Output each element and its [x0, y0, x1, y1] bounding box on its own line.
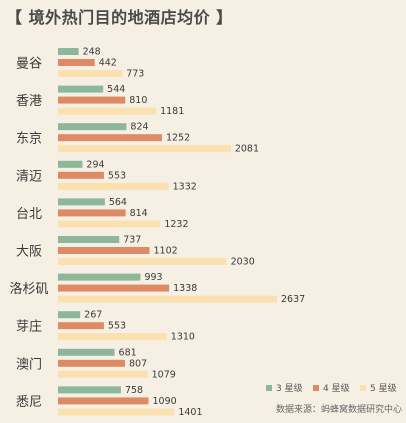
legend-label: 5 星级 [370, 382, 397, 394]
bar [58, 311, 81, 319]
legend-label: 3 星级 [276, 382, 303, 394]
data-label: 773 [126, 69, 144, 80]
bar [58, 386, 121, 394]
data-label: 993 [144, 272, 162, 283]
bar [58, 59, 95, 66]
chart-title: 【 境外热门目的地酒店均价 】 [6, 8, 233, 27]
bar [58, 85, 104, 93]
data-label: 248 [83, 47, 101, 58]
data-label: 553 [108, 170, 126, 181]
bar [58, 220, 161, 228]
legend-swatch [266, 385, 272, 391]
bar [58, 284, 170, 292]
bar [58, 160, 83, 168]
bar [58, 134, 162, 142]
bar [58, 123, 127, 131]
data-label: 1338 [173, 283, 197, 294]
data-label: 564 [109, 197, 127, 208]
category-label: 清迈 [16, 169, 42, 184]
data-label: 737 [123, 235, 141, 246]
data-label: 1252 [166, 133, 190, 144]
bar [58, 236, 120, 243]
data-label: 1401 [178, 407, 202, 418]
bar [58, 198, 105, 206]
data-source-note: 数据来源：蚂蜂窝数据研究中心 [275, 405, 402, 415]
data-label: 2637 [281, 294, 305, 305]
data-label: 758 [125, 385, 143, 396]
bar [58, 322, 104, 330]
category-label: 芽庄 [16, 319, 42, 335]
data-label: 814 [130, 208, 148, 219]
category-label: 台北 [16, 207, 42, 222]
category-label: 洛杉矶 [9, 282, 48, 297]
bar [58, 359, 126, 367]
legend-swatch [313, 385, 319, 391]
bar [58, 397, 149, 405]
data-label: 544 [107, 84, 125, 95]
data-label: 1181 [160, 106, 184, 117]
legend-label: 4 星级 [323, 382, 350, 394]
legend-swatch [360, 385, 366, 391]
data-label: 553 [108, 321, 126, 332]
bar [58, 408, 175, 416]
bar [58, 370, 148, 378]
bar [58, 107, 157, 115]
bar [58, 247, 150, 254]
data-label: 1102 [154, 246, 178, 257]
data-label: 2030 [231, 257, 255, 268]
data-label: 267 [84, 310, 102, 321]
data-label: 810 [129, 95, 147, 106]
bar [58, 96, 126, 104]
data-label: 807 [129, 358, 147, 369]
data-label: 1232 [164, 219, 188, 230]
category-label: 香港 [16, 94, 42, 109]
data-label: 681 [119, 347, 137, 358]
data-label: 294 [86, 159, 104, 170]
data-label: 442 [99, 58, 117, 69]
bar [58, 273, 141, 281]
data-label: 1332 [173, 181, 197, 192]
category-label: 东京 [16, 132, 42, 147]
bar [58, 348, 115, 356]
bar [58, 145, 231, 153]
category-label: 曼谷 [16, 57, 42, 72]
data-label: 1079 [152, 369, 176, 380]
data-label: 2081 [235, 144, 259, 155]
bar [58, 209, 126, 217]
bar [58, 295, 277, 303]
bar [58, 182, 169, 190]
category-label: 悉尼 [16, 395, 42, 410]
bar [58, 70, 123, 77]
category-label: 大阪 [16, 245, 42, 260]
data-label: 1090 [153, 396, 177, 407]
bar [58, 333, 167, 341]
bar [58, 48, 79, 55]
bar [58, 171, 104, 179]
category-label: 澳门 [16, 356, 42, 372]
data-label: 1310 [171, 332, 195, 343]
bar [58, 258, 227, 265]
data-label: 824 [130, 122, 148, 133]
